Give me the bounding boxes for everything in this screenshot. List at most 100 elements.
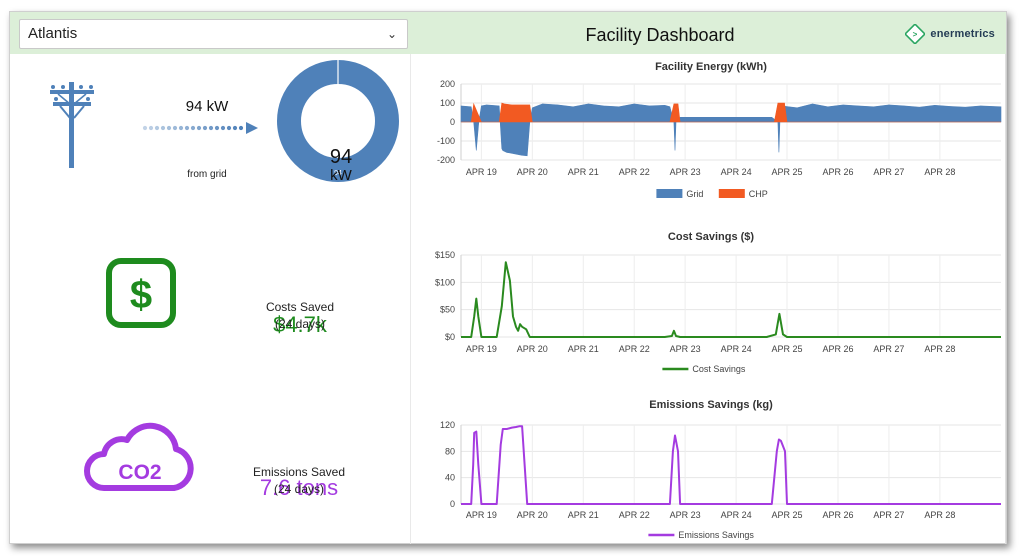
donut-center-label: 94 kW <box>296 146 386 184</box>
flow-dot <box>220 125 226 131</box>
series-area-chp <box>461 102 1001 123</box>
x-tick-label: APR 20 <box>517 510 548 520</box>
brand-logo[interactable]: > enermetrics <box>905 23 995 45</box>
x-tick-label: APR 21 <box>568 344 599 354</box>
grid-power-donut: 94 <box>277 60 399 182</box>
x-tick-label: APR 21 <box>568 510 599 520</box>
co2-icon-text: CO2 <box>118 461 161 484</box>
site-select[interactable]: Atlantis ⌄ <box>19 19 408 49</box>
y-tick-label: 120 <box>440 420 455 430</box>
dollar-icon: $ <box>106 258 176 328</box>
costs-saved-value: $4.7k <box>273 312 327 337</box>
x-tick-label: APR 22 <box>619 510 650 520</box>
summary-panel: 94 kW from grid 94 94 kW $ $4.7k Costs S… <box>10 54 408 544</box>
x-tick-label: APR 27 <box>873 510 904 520</box>
costs-saved-period: (24 days) <box>274 317 326 331</box>
x-tick-label: APR 20 <box>517 344 548 354</box>
x-tick-label: APR 22 <box>619 344 650 354</box>
grid-flow-subtitle: from grid <box>187 169 227 180</box>
legend-item-emissions-savings[interactable]: Emissions Savings <box>648 530 754 540</box>
y-tick-label: 80 <box>445 446 455 456</box>
emissions-saved-period: (24 days) <box>273 482 325 496</box>
y-tick-label: $0 <box>445 332 455 342</box>
y-tick-label: $50 <box>440 305 455 315</box>
emissions-saved-value: 7.6 tons <box>259 475 339 500</box>
emissions-saved-label: Emissions Saved <box>252 465 346 479</box>
chart-title: Emissions Savings (kg) <box>649 399 773 411</box>
x-tick-label: APR 24 <box>721 167 752 177</box>
series-area-grid <box>460 103 1002 157</box>
svg-text:CHP: CHP <box>749 189 768 199</box>
header-bar: Atlantis ⌄ Facility Dashboard > enermetr… <box>10 12 1006 54</box>
x-tick-label: APR 26 <box>822 344 853 354</box>
x-tick-label: APR 28 <box>924 510 955 520</box>
emissions-savings-chart: Emissions Savings (kg) 120 80 40 0 APR 19 APR … <box>440 399 1001 540</box>
x-tick-label: APR 20 <box>517 167 548 177</box>
site-select-value: Atlantis <box>28 25 78 42</box>
x-tick-label: APR 23 <box>670 344 701 354</box>
flow-dot <box>238 125 244 131</box>
facility-energy-chart: Facility Energy (kWh) 200 100 0 -100 -200 APR … <box>437 61 1002 199</box>
flow-dot <box>202 125 208 131</box>
x-tick-label: APR 24 <box>721 344 752 354</box>
legend-item-grid[interactable]: Grid <box>656 189 703 199</box>
logo-diamond-icon: > <box>905 24 926 44</box>
x-tick-label: APR 19 <box>466 344 497 354</box>
chevron-down-icon: ⌄ <box>386 27 397 41</box>
costs-saved-label: Costs Saved <box>265 300 335 314</box>
logo-text: enermetrics <box>930 28 995 40</box>
y-tick-label: -100 <box>437 136 455 146</box>
x-tick-label: APR 25 <box>772 167 803 177</box>
x-tick-label: APR 21 <box>568 167 599 177</box>
y-tick-label: -200 <box>437 155 455 165</box>
x-tick-label: APR 28 <box>924 167 955 177</box>
emissions-saved-label-block: Emissions Saved (24 days) <box>224 464 374 498</box>
y-tick-label: $100 <box>435 277 455 287</box>
legend-item-cost-savings[interactable]: Cost Savings <box>662 364 746 374</box>
chart-title: Cost Savings ($) <box>668 231 755 243</box>
flow-dot <box>166 125 172 131</box>
x-tick-label: APR 26 <box>822 167 853 177</box>
y-tick-label: 0 <box>450 117 455 127</box>
chart-title: Facility Energy (kWh) <box>655 61 767 73</box>
svg-text:Grid: Grid <box>686 189 703 199</box>
flow-dot <box>178 125 184 131</box>
donut-slice-label: 94 <box>334 170 342 177</box>
flow-dot <box>172 125 178 131</box>
y-tick-label: 40 <box>445 473 455 483</box>
flow-dot <box>214 125 220 131</box>
svg-text:>: > <box>913 30 918 39</box>
y-tick-label: 0 <box>450 499 455 509</box>
page-title: Facility Dashboard <box>585 25 735 45</box>
flow-dot <box>184 125 190 131</box>
flow-dot <box>208 125 214 131</box>
x-tick-label: APR 23 <box>670 510 701 520</box>
x-tick-label: APR 22 <box>619 167 650 177</box>
x-tick-label: APR 24 <box>721 510 752 520</box>
flow-dot <box>148 125 154 131</box>
flow-dot <box>160 125 166 131</box>
x-tick-label: APR 25 <box>772 344 803 354</box>
series-line-emissions-savings <box>461 425 1001 505</box>
flow-dot <box>154 125 160 131</box>
donut-center-unit: kW <box>330 167 352 184</box>
flow-dot <box>190 125 196 131</box>
x-tick-label: APR 19 <box>466 167 497 177</box>
svg-text:Emissions Savings: Emissions Savings <box>678 530 754 540</box>
donut-center-value: 94 <box>329 146 353 168</box>
utility-pole-icon <box>50 82 94 168</box>
x-tick-label: APR 26 <box>822 510 853 520</box>
flow-dot <box>142 125 148 131</box>
y-tick-label: 200 <box>440 79 455 89</box>
legend-item-chp[interactable]: CHP <box>718 189 768 199</box>
x-tick-label: APR 23 <box>670 167 701 177</box>
costs-saved-label-block: Costs Saved (24 days) <box>240 299 360 333</box>
x-tick-label: APR 27 <box>873 167 904 177</box>
y-tick-label: 100 <box>440 98 455 108</box>
svg-text:Cost Savings: Cost Savings <box>692 364 746 374</box>
grid-flow-value: 94 kW <box>185 98 229 115</box>
y-tick-label: $150 <box>435 250 455 260</box>
grid-flow-arrow-icon <box>142 122 258 134</box>
flow-dot <box>226 125 232 131</box>
co2-cloud-icon: CO2 <box>84 422 194 491</box>
